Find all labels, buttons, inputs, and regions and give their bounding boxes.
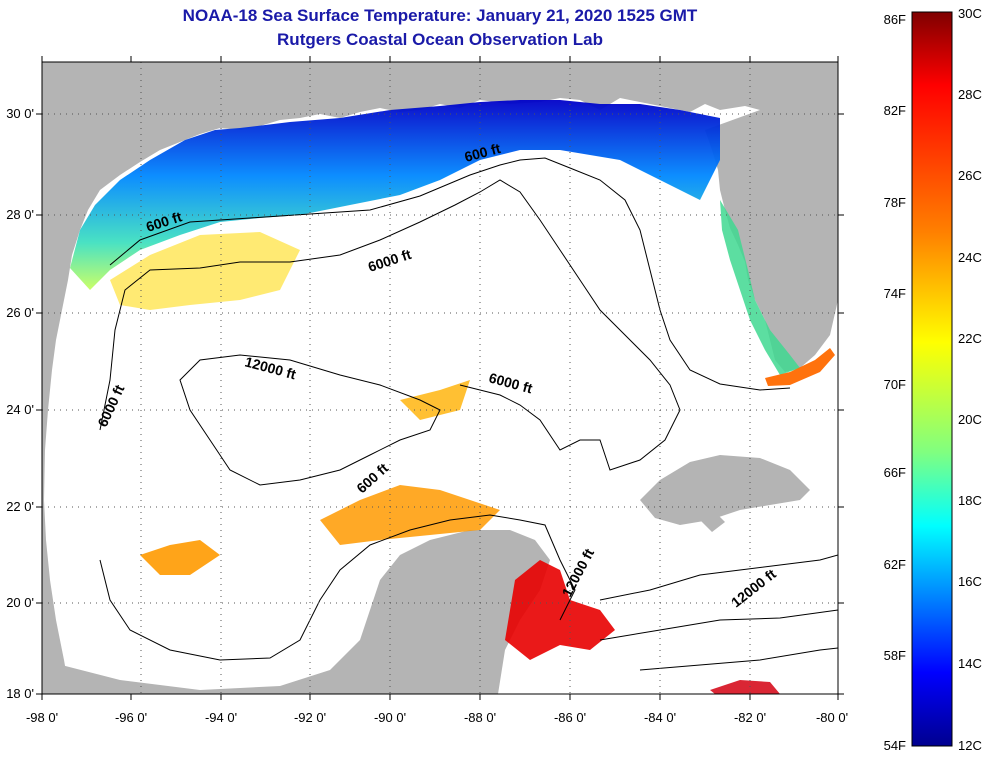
contour-caribbean-3 (639, 647, 838, 671)
map-title: NOAA-18 Sea Surface Temperature: January… (182, 6, 698, 25)
colorbar-f-label: 62F (884, 557, 906, 572)
contour-caribbean-2 (599, 609, 838, 641)
colorbar-f-label: 70F (884, 377, 906, 392)
lon-label: -80 0' (816, 710, 848, 725)
colorbar-f-label: 78F (884, 195, 906, 210)
contour-600ft-north (109, 157, 791, 391)
colorbar-c-label: 12C (958, 738, 982, 753)
sst-warm-central-gulf (110, 232, 300, 310)
lon-label: -82 0' (734, 710, 766, 725)
sst-florida-coastal-band (720, 200, 800, 375)
graticule (42, 62, 838, 694)
colorbar-f-label: 58F (884, 648, 906, 663)
colorbar-c-label: 24C (958, 250, 982, 265)
lon-label: -88 0' (464, 710, 496, 725)
lat-label: 30 0' (6, 106, 34, 121)
lon-label: -84 0' (644, 710, 676, 725)
sst-red-south (710, 680, 780, 694)
colorbar-c-label: 28C (958, 87, 982, 102)
lat-label: 26 0' (6, 305, 34, 320)
map-plot-area[interactable]: 600 ft 600 ft 600 ft 6000 ft 6000 ft 600… (42, 62, 838, 694)
lon-label: -86 0' (554, 710, 586, 725)
lon-label: -98 0' (26, 710, 58, 725)
colorbar-c-label: 22C (958, 331, 982, 346)
contour-600ft-mexico (99, 514, 576, 661)
colorbar-c-label: 20C (958, 412, 982, 427)
lat-label: 24 0' (6, 402, 34, 417)
temperature-colorbar: 86F 82F 78F 74F 70F 66F 62F 58F 54F 30C … (884, 6, 982, 753)
lon-label: -90 0' (374, 710, 406, 725)
lat-label: 28 0' (6, 207, 34, 222)
colorbar-f-label: 54F (884, 738, 906, 753)
colorbar-gradient (911, 11, 953, 747)
colorbar-c-label: 26C (958, 168, 982, 183)
sst-florida-keys-warm (765, 348, 835, 386)
contour-caribbean (599, 554, 838, 601)
lon-label: -96 0' (115, 710, 147, 725)
land-mexico-yucatan (42, 530, 550, 694)
colorbar-f-label: 86F (884, 12, 906, 27)
lon-label: -94 0' (205, 710, 237, 725)
lon-label: -92 0' (294, 710, 326, 725)
land-florida-peninsula (705, 62, 838, 372)
lat-tick-marks (36, 113, 844, 695)
lat-label: 18 0' (6, 686, 34, 701)
map-subtitle: Rutgers Coastal Ocean Observation Lab (277, 30, 603, 49)
land-us-gulf-coast (42, 62, 838, 694)
sst-orange-patches (320, 485, 500, 545)
sst-red-caribbean (505, 560, 615, 660)
contour-6000ft (99, 179, 681, 471)
colorbar-c-label: 14C (958, 656, 982, 671)
colorbar-c-label: 16C (958, 574, 982, 589)
bathymetry-contours (99, 157, 838, 671)
colorbar-f-label: 82F (884, 103, 906, 118)
map-frame (41, 61, 839, 695)
lat-label: 20 0' (6, 595, 34, 610)
land-cuba (640, 455, 810, 525)
colorbar-f-label: 74F (884, 286, 906, 301)
lon-tick-marks (41, 56, 839, 700)
sst-cold-coastal-band (70, 100, 720, 290)
contour-12000ft (179, 354, 441, 486)
colorbar-c-label: 30C (958, 6, 982, 21)
colorbar-c-label: 18C (958, 493, 982, 508)
lat-label: 22 0' (6, 499, 34, 514)
colorbar-f-label: 66F (884, 465, 906, 480)
sst-orange-patches-north (400, 380, 470, 420)
land-isle-of-youth (700, 512, 725, 532)
sst-orange-patches-west (140, 540, 220, 575)
